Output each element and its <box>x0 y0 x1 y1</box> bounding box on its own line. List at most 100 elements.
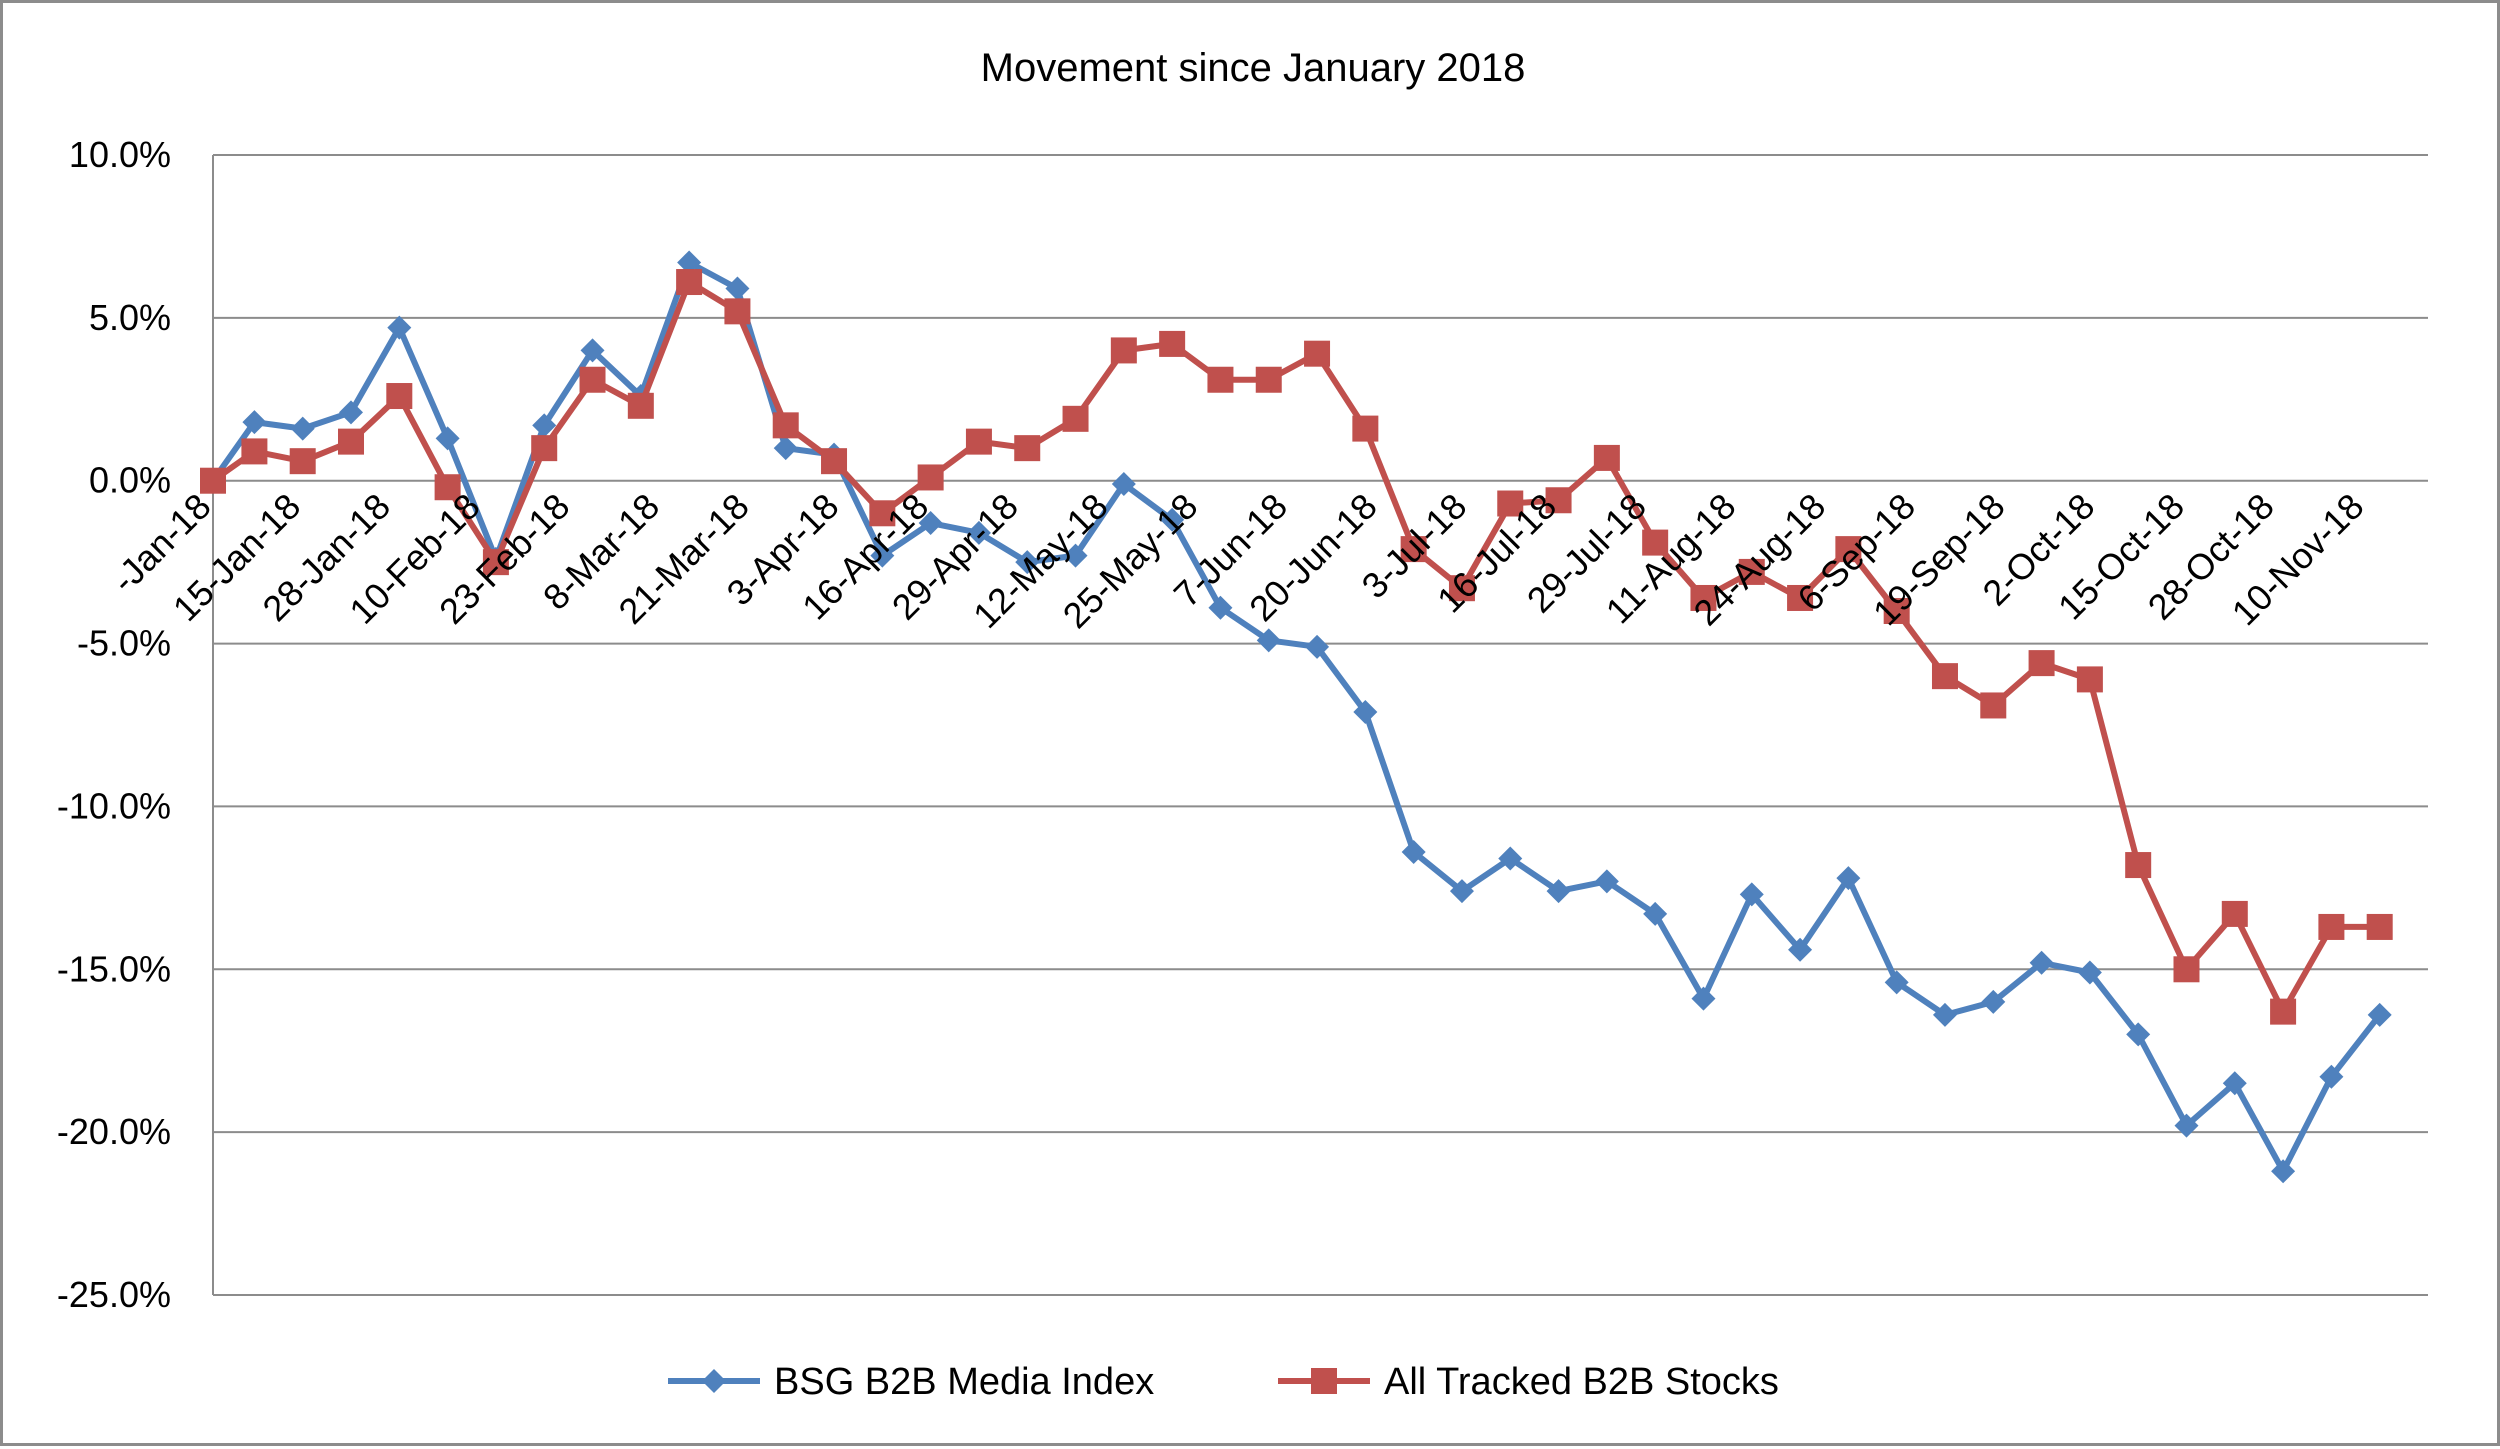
data-point <box>2271 1159 2296 1184</box>
data-point <box>241 438 268 465</box>
data-point <box>338 428 365 455</box>
data-point <box>580 338 605 363</box>
data-point <box>2126 1022 2151 1047</box>
data-point <box>2366 913 2393 940</box>
data-point <box>200 467 226 494</box>
data-point <box>2077 960 2102 985</box>
data-point <box>1014 435 1041 462</box>
data-point <box>1305 634 1330 659</box>
y-axis-ticks: 10.0% 5.0% 0.0% -5.0% -10.0% -15.0% -20.0% -25.… <box>57 134 171 1315</box>
y-tick-label: -15.0% <box>57 948 171 989</box>
data-point <box>1788 937 1813 962</box>
data-point <box>2029 950 2054 975</box>
data-point <box>1448 575 1475 602</box>
data-point <box>772 412 799 439</box>
data-point <box>339 400 364 425</box>
data-point <box>1690 584 1717 611</box>
data-point <box>1208 595 1233 620</box>
data-point <box>2367 1002 2392 1027</box>
legend: BSG B2B Media Index All Tracked B2B Stock… <box>668 1361 1779 1403</box>
data-point <box>918 511 943 536</box>
data-point <box>2173 956 2200 983</box>
data-point <box>1401 840 1426 865</box>
series-bsg-b2b-media-index <box>201 250 2392 1184</box>
data-point <box>1932 1002 1957 1027</box>
data-point <box>435 426 460 451</box>
data-point <box>579 366 606 393</box>
data-point <box>1883 598 1910 624</box>
data-point <box>531 435 558 462</box>
data-point <box>2318 913 2345 940</box>
data-point <box>289 448 316 475</box>
data-point <box>773 436 798 461</box>
data-point <box>1255 366 1282 393</box>
data-point <box>434 474 461 501</box>
data-point <box>627 392 654 419</box>
data-point <box>1353 699 1378 724</box>
legend-marker <box>1311 1368 1337 1394</box>
data-point <box>1739 882 1764 907</box>
data-point <box>676 269 703 296</box>
data-point <box>1207 366 1234 393</box>
y-tick-label: -20.0% <box>57 1111 171 1152</box>
data-point <box>1497 490 1524 517</box>
series-line <box>210 259 2383 1175</box>
data-point <box>1063 543 1088 568</box>
data-point <box>242 410 267 435</box>
data-point <box>677 250 702 275</box>
data-point <box>532 413 557 438</box>
y-tick-label: -5.0% <box>77 623 171 664</box>
data-point <box>1738 558 1765 585</box>
data-point <box>1256 628 1281 653</box>
data-point <box>1593 444 1620 471</box>
data-point <box>725 276 750 301</box>
data-point <box>2125 852 2152 879</box>
data-point <box>2222 1071 2247 1096</box>
data-point <box>2028 650 2055 677</box>
data-point <box>1787 584 1814 611</box>
data-point <box>1980 692 2007 719</box>
data-point <box>1642 529 1669 556</box>
data-point <box>2174 1113 2199 1138</box>
legend-label: BSG B2B Media Index <box>774 1361 1154 1403</box>
data-point <box>1836 866 1861 891</box>
data-point <box>2221 900 2248 927</box>
data-point <box>870 543 895 568</box>
data-point <box>1304 340 1331 367</box>
y-tick-label: -25.0% <box>57 1274 171 1315</box>
data-point <box>917 464 944 491</box>
data-point <box>821 448 848 475</box>
data-point <box>724 298 751 325</box>
data-point <box>869 500 896 527</box>
line-chart: Movement since January 2018 10.0% 5.0% 0.0… <box>57 46 2428 1403</box>
data-point <box>290 416 315 441</box>
data-point <box>966 520 991 545</box>
series-all-tracked-b2b-stocks <box>200 269 2393 1025</box>
data-point <box>482 549 509 576</box>
data-point <box>1691 986 1716 1011</box>
data-point <box>1835 536 1862 563</box>
series-line <box>211 279 2380 1015</box>
data-point <box>1545 487 1572 514</box>
plot-series <box>200 250 2393 1184</box>
data-point <box>1110 337 1137 364</box>
y-tick-label: 0.0% <box>89 460 171 501</box>
data-point <box>1498 846 1523 871</box>
data-point <box>1643 901 1668 926</box>
x-axis-ticks: -Jan-1815-Jan-1828-Jan-1810-Feb-1823-Feb… <box>103 485 2371 636</box>
data-point <box>1931 663 1958 690</box>
data-point <box>1015 550 1040 575</box>
data-point <box>1546 879 1571 904</box>
data-point <box>1449 879 1474 904</box>
y-tick-label: 10.0% <box>69 134 171 175</box>
data-point <box>1981 989 2006 1014</box>
data-point <box>1159 330 1186 357</box>
data-point <box>386 383 413 410</box>
data-point <box>965 428 992 455</box>
data-point <box>1400 536 1427 563</box>
data-point <box>1352 415 1379 442</box>
data-point <box>1111 471 1136 496</box>
data-point <box>2270 998 2297 1025</box>
legend-label: All Tracked B2B Stocks <box>1384 1361 1779 1403</box>
